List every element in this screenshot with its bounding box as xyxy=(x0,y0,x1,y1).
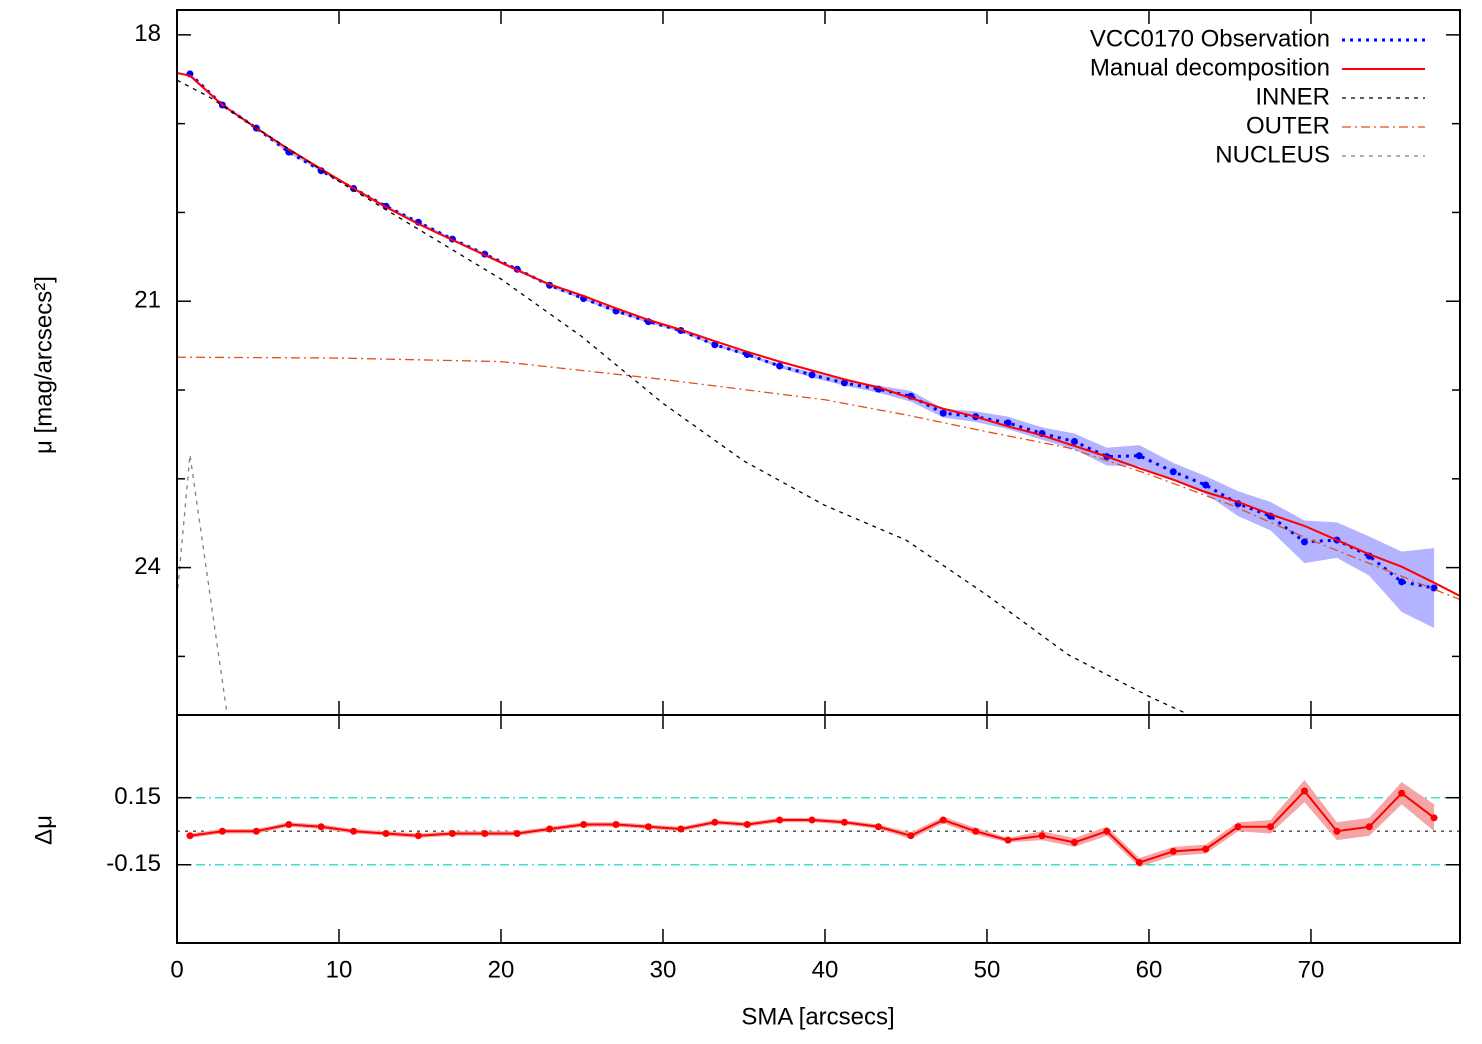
x-tick-label: 70 xyxy=(1298,956,1325,983)
data-point xyxy=(808,816,816,824)
data-point xyxy=(677,825,685,833)
data-point xyxy=(1169,847,1177,855)
data-point xyxy=(1300,538,1308,546)
data-point xyxy=(546,825,554,833)
data-point xyxy=(1103,827,1111,835)
data-point xyxy=(1398,578,1406,586)
data-point xyxy=(1333,827,1341,835)
y-tick-label: -0.15 xyxy=(106,850,161,877)
x-tick-label: 40 xyxy=(812,956,839,983)
y-tick-label: 0.15 xyxy=(114,783,161,810)
plot-area xyxy=(177,779,1460,867)
data-point xyxy=(840,818,848,826)
series-line xyxy=(189,789,1435,864)
x-tick-label: 60 xyxy=(1136,956,1163,983)
series-line xyxy=(177,356,1460,601)
data-point xyxy=(840,379,848,387)
data-point xyxy=(1398,789,1406,797)
data-point xyxy=(1004,836,1012,844)
data-point xyxy=(1169,468,1177,476)
y-tick-label: 24 xyxy=(134,553,161,580)
x-tick-label: 0 xyxy=(170,956,183,983)
data-point xyxy=(414,832,422,840)
data-point xyxy=(285,821,293,829)
data-point xyxy=(1300,787,1308,795)
data-point xyxy=(481,829,489,837)
legend-label: VCC0170 Observation xyxy=(1090,25,1330,52)
data-point xyxy=(350,827,358,835)
data-point xyxy=(448,829,456,837)
data-point xyxy=(1135,859,1143,867)
data-point xyxy=(1070,838,1078,846)
x-tick-label: 10 xyxy=(326,956,353,983)
data-point xyxy=(186,832,194,840)
data-point xyxy=(1202,845,1210,853)
plot-area xyxy=(177,70,1460,715)
y-axis-label: μ [mag/arcsecs²] xyxy=(30,276,57,454)
data-point xyxy=(317,823,325,831)
series-line xyxy=(177,79,1190,715)
data-point xyxy=(252,827,260,835)
error-band xyxy=(189,779,1435,867)
data-point xyxy=(711,341,719,349)
panel-frame xyxy=(176,714,1461,944)
legend-label: NUCLEUS xyxy=(1215,141,1330,168)
data-point xyxy=(382,829,390,837)
data-point xyxy=(776,362,784,370)
data-point xyxy=(907,832,915,840)
data-point xyxy=(1070,438,1078,446)
data-point xyxy=(939,409,947,417)
legend-label: Manual decomposition xyxy=(1090,54,1330,81)
data-point xyxy=(776,816,784,824)
data-point xyxy=(580,821,588,829)
data-point xyxy=(972,827,980,835)
data-point xyxy=(711,818,719,826)
y-axis-label: Δμ xyxy=(30,815,57,845)
x-tick-label: 50 xyxy=(974,956,1001,983)
data-point xyxy=(1202,481,1210,489)
data-point xyxy=(513,829,521,837)
data-point xyxy=(644,823,652,831)
x-tick-label: 30 xyxy=(650,956,677,983)
data-point xyxy=(612,821,620,829)
legend-label: OUTER xyxy=(1246,112,1330,139)
data-point xyxy=(743,821,751,829)
x-tick-label: 20 xyxy=(488,956,515,983)
data-point xyxy=(1234,823,1242,831)
y-tick-label: 18 xyxy=(134,20,161,47)
data-point xyxy=(1135,452,1143,460)
y-tick-label: 21 xyxy=(134,287,161,314)
data-point xyxy=(808,371,816,379)
data-point xyxy=(1266,823,1274,831)
series-line xyxy=(177,454,228,715)
x-axis-label: SMA [arcsecs] xyxy=(741,1003,894,1030)
data-point xyxy=(1004,419,1012,427)
data-point xyxy=(1365,823,1373,831)
series-line xyxy=(177,72,1460,597)
data-point xyxy=(1038,832,1046,840)
data-point xyxy=(939,816,947,824)
data-point xyxy=(218,827,226,835)
data-point xyxy=(1430,814,1438,822)
legend-label: INNER xyxy=(1255,83,1330,110)
data-point xyxy=(874,823,882,831)
